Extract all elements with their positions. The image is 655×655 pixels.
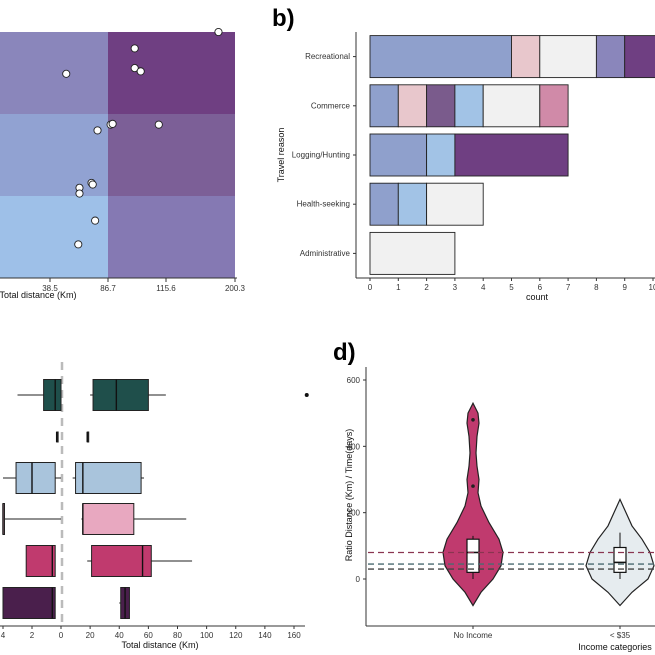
- panel-c-row-0-left-box: [43, 379, 62, 411]
- panel-b-x-tick-label-8: 8: [594, 283, 599, 292]
- panel-b-bar-2-segment-2: [454, 133, 569, 177]
- panel-d-violin-0-point-1: [471, 484, 475, 488]
- panel-b-category-label-0: Recreational: [305, 52, 350, 61]
- panel-a-x-tick-label-2: 115.6: [156, 284, 176, 293]
- panel-b-bar-1-segment-3: [454, 84, 484, 128]
- panel-a-point-4: [214, 27, 223, 37]
- panel-b-bar-2-segment-1: [426, 133, 456, 177]
- panel-d-y-tick-label-0: 0: [356, 575, 361, 584]
- panel-a-point-5: [93, 126, 102, 135]
- panel-c-row-2-left-box: [15, 462, 56, 494]
- panel-b-x-tick-label-3: 3: [453, 283, 458, 292]
- panel-a-cell-0: [0, 32, 108, 114]
- panel-b-stacked-bar: Recreational Commerce Logging/Hunting Healt…: [276, 32, 655, 302]
- panel-a-point-10: [88, 180, 97, 189]
- panel-c-x-tick-label-5: 60: [144, 631, 153, 640]
- panel-d-violin-1-box: [613, 546, 627, 573]
- panel-c-x-tick-label-0: 4: [1, 631, 6, 640]
- panel-c-x-tick-label-2: 0: [59, 631, 64, 640]
- panel-b-x-tick-label-7: 7: [566, 283, 571, 292]
- panel-b-bar-0-segment-4: [624, 35, 655, 79]
- panel-c-row-4-left-box: [25, 545, 56, 577]
- panel-b-x-tick-label-4: 4: [481, 283, 486, 292]
- panel-d-y-tick-label-1: 200: [347, 509, 361, 518]
- panel-d-label: d): [333, 339, 356, 366]
- panel-b-bar-1-segment-0: [369, 84, 399, 128]
- panel-b-bar-1-segment-2: [426, 84, 456, 128]
- panel-c-x-label: Total distance (Km): [121, 640, 198, 650]
- panel-a-heatmap-scatter: 38.5 86.7 115.6 200.3 Total distance (Km): [0, 27, 246, 300]
- panel-b-x-tick-label-9: 9: [622, 283, 627, 292]
- panel-b-x-label: count: [526, 292, 549, 302]
- panel-a-cell-4: [0, 196, 108, 278]
- panel-a-x-tick-label-1: 86.7: [100, 284, 116, 293]
- panel-b-category-label-2: Logging/Hunting: [292, 151, 350, 160]
- panel-a-x-label: Total distance (Km): [0, 290, 77, 300]
- panel-a-point-12: [75, 189, 84, 198]
- panel-a-point-3: [136, 67, 145, 76]
- panel-d-y-tick-label-3: 600: [347, 376, 361, 385]
- panel-b-category-label-4: Administrative: [300, 249, 351, 258]
- panel-a-cell-1: [108, 32, 235, 114]
- panel-d-violin-0: [442, 401, 504, 607]
- panel-b-bar-0-segment-3: [595, 35, 626, 79]
- panel-b-x-tick-label-2: 2: [424, 283, 429, 292]
- panel-c-row-5-left-box: [2, 587, 56, 619]
- panel-c-row-3-right-box: [82, 503, 135, 535]
- panel-d-y-tick-label-2: 400: [347, 442, 361, 451]
- panel-d-x-label: Income categories: [578, 642, 652, 652]
- panel-d-violin-0-point-0: [471, 418, 475, 422]
- panel-c-x-tick-label-6: 80: [173, 631, 182, 640]
- panel-b-x-tick-label-10: 10: [649, 283, 655, 292]
- panel-a-x-tick-label-0: 38.5: [42, 284, 58, 293]
- panel-c-row-0-outlier: [304, 393, 309, 397]
- panel-b-bar-1-segment-4: [482, 84, 541, 128]
- panel-c-x-tick-label-8: 120: [229, 631, 243, 640]
- panel-b-bar-1-segment-1: [397, 84, 428, 128]
- panel-b-bar-1-segment-5: [539, 84, 569, 128]
- panel-c-x-tick-label-3: 20: [86, 631, 95, 640]
- panel-c-x-tick-label-1: 2: [30, 631, 35, 640]
- panel-c-x-tick-label-9: 140: [258, 631, 272, 640]
- panel-a-point-7: [108, 119, 117, 128]
- panel-b-bar-0-segment-2: [539, 35, 597, 79]
- panel-c-x-tick-label-10: 160: [287, 631, 301, 640]
- panel-b-bar-4-segment-0: [369, 231, 456, 275]
- panel-b-x-tick-label-6: 6: [538, 283, 543, 292]
- panel-a-point-2: [130, 64, 139, 73]
- panel-b-bar-3-segment-0: [369, 182, 399, 226]
- panel-a-cell-3: [108, 114, 235, 196]
- panel-b-bar-0-segment-1: [511, 35, 541, 79]
- panel-d-category-label-0: No Income: [454, 631, 493, 640]
- panel-b-category-label-1: Commerce: [311, 101, 351, 110]
- panel-b-bar-2-segment-0: [369, 133, 428, 177]
- panel-a-cell-5: [108, 196, 235, 278]
- panel-c-row-2-right-box: [75, 462, 142, 494]
- panel-b-x-tick-label-0: 0: [368, 283, 373, 292]
- panel-b-label: b): [272, 5, 295, 32]
- panel-b-x-tick-label-5: 5: [509, 283, 514, 292]
- panel-a-x-tick-label-3: 200.3: [225, 284, 246, 293]
- panel-a-point-1: [130, 44, 139, 53]
- panel-a-point-0: [62, 69, 71, 78]
- panel-b-bar-0-segment-0: [369, 35, 512, 79]
- panel-b-y-label: Travel reason: [276, 128, 286, 183]
- panel-d-violin: 0 200 400 600 Ratio Distance (Km) / Time(day…: [344, 367, 655, 652]
- panel-d-y-label: Ratio Distance (Km) / Time(days): [344, 429, 354, 562]
- panel-d-violin-0-box: [466, 538, 480, 573]
- panel-a-point-14: [74, 240, 83, 249]
- panel-a-point-8: [154, 120, 163, 129]
- panel-c-row-4-right-box: [91, 545, 152, 577]
- panel-d-category-label-1: < $35: [610, 631, 631, 640]
- panel-b-category-label-3: Health-seeking: [297, 200, 350, 209]
- panel-c-x-tick-label-4: 40: [115, 631, 124, 640]
- panel-b-x-tick-label-1: 1: [396, 283, 401, 292]
- panel-b-bar-3-segment-2: [426, 182, 484, 226]
- panel-c-row-0-right-box: [92, 379, 149, 411]
- panel-c-x-tick-label-7: 100: [200, 631, 214, 640]
- panel-a-point-13: [91, 216, 100, 225]
- panel-b-bar-3-segment-1: [397, 182, 428, 226]
